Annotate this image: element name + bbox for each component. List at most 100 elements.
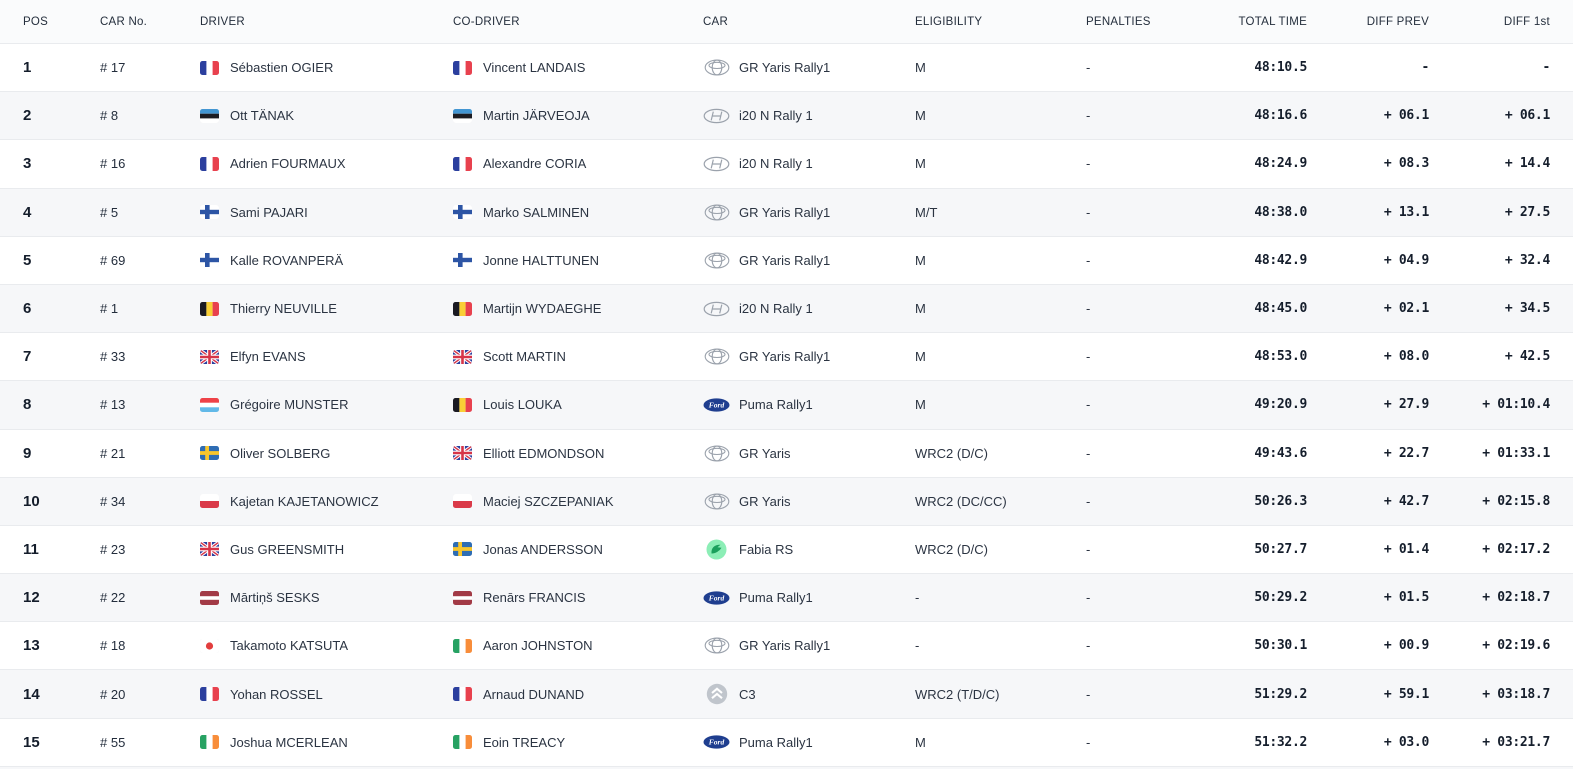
diff-prev-value: + 08.0 [1383, 349, 1429, 365]
car-model: C3 [739, 686, 756, 702]
flag-fr-icon [200, 687, 219, 702]
flag-fr-icon [453, 156, 472, 171]
car-cell: i20 N Rally 1 [703, 156, 915, 172]
flag-se-icon [453, 542, 472, 557]
car-model: Puma Rally1 [739, 397, 813, 413]
total-time-value: 48:38.0 [1254, 204, 1307, 220]
table-row[interactable]: 13 # 18 Takamoto KATSUTA Aaron JOHNSTON … [0, 621, 1573, 670]
driver-cell: Sébastien OGIER [200, 60, 453, 75]
eligibility-value: M [915, 734, 926, 750]
penalties-value: - [1086, 686, 1091, 702]
column-header-total-time: TOTAL TIME [1238, 15, 1307, 28]
co-driver-cell: Arnaud DUNAND [453, 687, 703, 702]
penalties-value: - [1086, 156, 1091, 172]
toyota-logo-icon [703, 493, 730, 510]
driver-name: Gus GREENSMITH [230, 541, 345, 557]
table-row[interactable]: 1 # 17 Sébastien OGIER Vincent LANDAIS G… [0, 43, 1573, 92]
co-driver-cell: Aaron JOHNSTON [453, 638, 703, 653]
total-time-value: 50:30.1 [1254, 638, 1307, 654]
table-row[interactable]: 2 # 8 Ott TÄNAK Martin JÄRVEOJA i20 N Ra… [0, 91, 1573, 140]
svg-text:Ford: Ford [709, 401, 725, 410]
car-cell: GR Yaris Rally1 [703, 59, 915, 76]
eligibility-value: M [915, 397, 926, 413]
table-row[interactable]: 14 # 20 Yohan ROSSEL Arnaud DUNAND C3 WR… [0, 669, 1573, 718]
driver-cell: Kalle ROVANPERÄ [200, 253, 453, 268]
co-driver-name: Renārs FRANCIS [483, 590, 586, 606]
column-header-pos: POS [23, 15, 49, 28]
toyota-logo-icon [703, 252, 730, 269]
co-driver-name: Martijn WYDAEGHE [483, 301, 602, 317]
column-header-driver: DRIVER [200, 15, 245, 28]
penalties-value: - [1086, 397, 1091, 413]
penalties-value: - [1086, 541, 1091, 557]
co-driver-name: Marko SALMINEN [483, 204, 590, 220]
toyota-logo-icon [703, 348, 730, 365]
car-cell: i20 N Rally 1 [703, 301, 915, 317]
car-cell: Ford Puma Rally1 [703, 397, 915, 412]
position-value: 4 [23, 203, 32, 221]
table-row[interactable]: 11 # 23 Gus GREENSMITH Jonas ANDERSSON F… [0, 524, 1573, 574]
table-row[interactable]: 5 # 69 Kalle ROVANPERÄ Jonne HALTTUNEN G… [0, 235, 1573, 284]
car-cell: C3 [703, 683, 915, 705]
flag-gb-icon [200, 349, 219, 364]
diff-1st-value: + 02:15.8 [1482, 493, 1550, 509]
car-cell: GR Yaris [703, 445, 915, 462]
column-header-co-driver: CO-DRIVER [453, 15, 520, 28]
flag-be-icon [200, 301, 219, 316]
flag-gb-icon [453, 349, 472, 364]
car-model: GR Yaris Rally1 [739, 60, 831, 76]
car-model: GR Yaris Rally1 [739, 349, 831, 365]
diff-prev-value: + 01.5 [1383, 590, 1429, 606]
car-number-value: # 21 [100, 445, 126, 461]
car-number-value: # 5 [100, 204, 119, 220]
table-row[interactable]: 4 # 5 Sami PAJARI Marko SALMINEN GR Yari… [0, 187, 1573, 236]
flag-fi-icon [200, 253, 219, 268]
diff-prev-value: + 00.9 [1383, 638, 1429, 654]
table-row[interactable]: 15 # 55 Joshua MCERLEAN Eoin TREACY Ford… [0, 717, 1573, 766]
driver-name: Ott TÄNAK [230, 108, 295, 124]
column-header-eligibility: ELIGIBILITY [915, 15, 983, 28]
diff-1st-value: + 02:17.2 [1482, 541, 1550, 557]
table-row[interactable]: 12 # 22 Mārtiņš SESKS Renārs FRANCIS For… [0, 573, 1573, 622]
diff-prev-value: + 08.3 [1383, 156, 1429, 172]
diff-1st-value: + 32.4 [1504, 252, 1550, 268]
total-time-value: 50:29.2 [1254, 590, 1307, 606]
table-row[interactable]: 7 # 33 Elfyn EVANS Scott MARTIN GR Yaris… [0, 332, 1573, 381]
co-driver-cell: Martin JÄRVEOJA [453, 108, 703, 123]
penalties-value: - [1086, 349, 1091, 365]
table-row[interactable]: 6 # 1 Thierry NEUVILLE Martijn WYDAEGHE … [0, 283, 1573, 333]
diff-prev-value: + 42.7 [1383, 493, 1429, 509]
column-header-car-no: CAR No. [100, 15, 148, 28]
table-row[interactable]: 9 # 21 Oliver SOLBERG Elliott EDMONDSON … [0, 428, 1573, 477]
eligibility-value: M [915, 301, 926, 317]
toyota-logo-icon [703, 637, 730, 654]
toyota-logo-icon [703, 59, 730, 76]
car-model: i20 N Rally 1 [739, 156, 813, 172]
table-row[interactable]: 10 # 34 Kajetan KAJETANOWICZ Maciej SZCZ… [0, 476, 1573, 525]
table-row[interactable]: 3 # 16 Adrien FOURMAUX Alexandre CORIA i… [0, 139, 1573, 188]
diff-prev-value: + 01.4 [1383, 541, 1429, 557]
car-number-value: # 20 [100, 686, 126, 702]
table-row[interactable]: 8 # 13 Grégoire MUNSTER Louis LOUKA Ford… [0, 380, 1573, 429]
position-value: 10 [23, 492, 40, 510]
diff-prev-value: + 06.1 [1383, 108, 1429, 124]
penalties-value: - [1086, 301, 1091, 317]
co-driver-cell: Maciej SZCZEPANIAK [453, 494, 703, 509]
co-driver-cell: Eoin TREACY [453, 735, 703, 750]
penalties-value: - [1086, 638, 1091, 654]
hyundai-logo-icon [703, 156, 730, 172]
diff-prev-value: + 22.7 [1383, 445, 1429, 461]
total-time-value: 48:45.0 [1254, 301, 1307, 317]
car-number-value: # 69 [100, 252, 126, 268]
flag-be-icon [453, 301, 472, 316]
co-driver-name: Elliott EDMONDSON [483, 445, 605, 461]
car-model: GR Yaris Rally1 [739, 204, 831, 220]
position-value: 2 [23, 107, 32, 125]
co-driver-name: Vincent LANDAIS [483, 60, 586, 76]
position-value: 5 [23, 251, 32, 269]
diff-prev-value: + 02.1 [1383, 301, 1429, 317]
eligibility-value: WRC2 (D/C) [915, 445, 988, 461]
car-model: GR Yaris [739, 445, 791, 461]
eligibility-value: - [915, 638, 920, 654]
